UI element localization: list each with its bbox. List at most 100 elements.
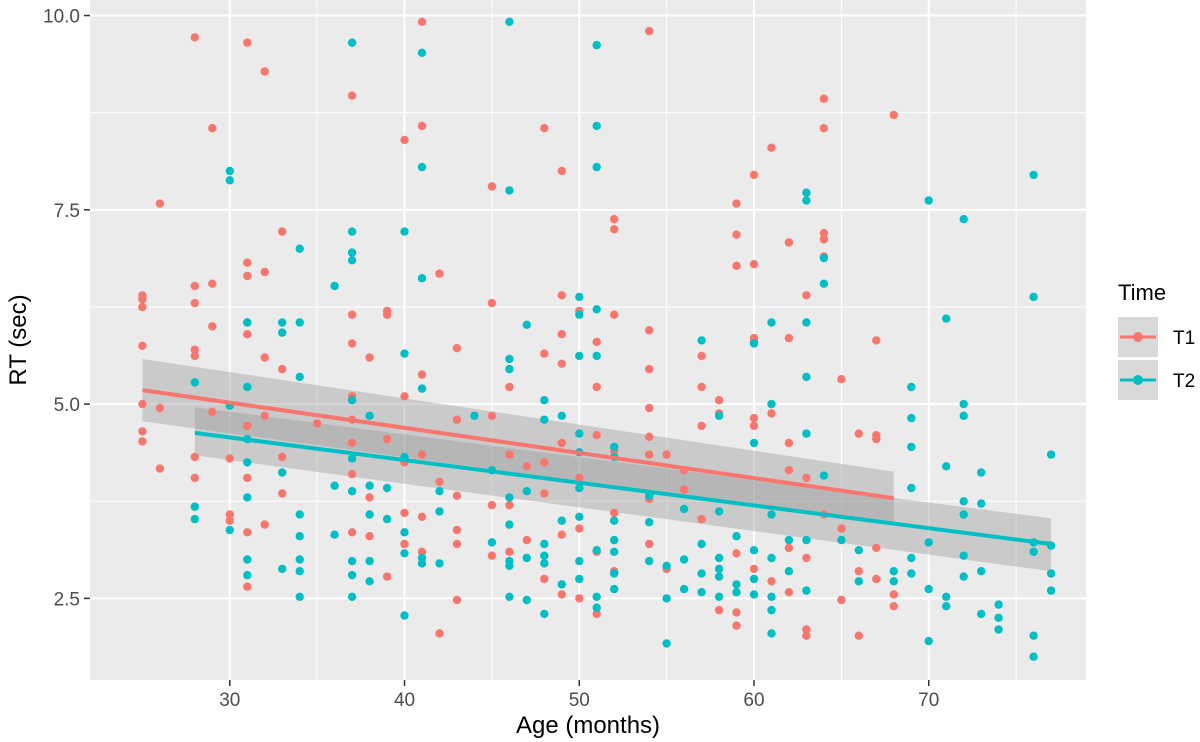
point-t1 bbox=[540, 574, 549, 584]
point-t1 bbox=[138, 427, 147, 436]
point-t2 bbox=[697, 569, 706, 578]
point-t2 bbox=[487, 538, 497, 547]
point-t2 bbox=[592, 546, 601, 555]
point-t2 bbox=[575, 574, 584, 584]
point-t1 bbox=[697, 351, 706, 361]
point-t2 bbox=[749, 574, 759, 584]
x-tick-label: 40 bbox=[394, 690, 415, 711]
point-t2 bbox=[1029, 652, 1038, 661]
point-t2 bbox=[225, 525, 234, 535]
point-t2 bbox=[417, 162, 427, 172]
point-t2 bbox=[959, 411, 968, 420]
point-t2 bbox=[802, 535, 811, 545]
point-t2 bbox=[347, 592, 357, 601]
point-t1 bbox=[347, 528, 357, 537]
point-t2 bbox=[435, 487, 444, 496]
x-axis-ticks: 30 40 50 60 70 bbox=[219, 680, 939, 711]
point-t1 bbox=[819, 94, 829, 103]
point-t2 bbox=[1046, 586, 1056, 595]
point-t2 bbox=[243, 382, 252, 392]
point-t2 bbox=[942, 592, 951, 601]
point-t1 bbox=[837, 595, 846, 605]
point-t1 bbox=[575, 594, 584, 603]
point-t1 bbox=[278, 489, 287, 498]
point-t2 bbox=[907, 569, 916, 578]
point-t1 bbox=[487, 500, 497, 510]
point-t2 bbox=[1046, 450, 1056, 459]
legend-label-t2: T2 bbox=[1173, 371, 1195, 392]
point-t2 bbox=[977, 567, 986, 576]
point-t1 bbox=[243, 330, 252, 339]
point-t2 bbox=[470, 411, 479, 420]
point-t1 bbox=[452, 525, 462, 535]
point-t1 bbox=[260, 353, 269, 362]
point-t2 bbox=[767, 592, 776, 601]
point-t1 bbox=[557, 291, 566, 300]
point-t2 bbox=[714, 564, 724, 574]
point-t2 bbox=[347, 38, 357, 47]
point-t2 bbox=[540, 551, 549, 560]
point-t2 bbox=[802, 188, 811, 197]
point-t1 bbox=[138, 341, 147, 350]
point-t2 bbox=[679, 555, 689, 564]
point-t2 bbox=[959, 510, 968, 519]
point-t1 bbox=[382, 310, 392, 319]
data-points bbox=[138, 17, 1056, 661]
point-t2 bbox=[732, 580, 741, 589]
point-t1 bbox=[645, 432, 654, 441]
point-t2 bbox=[243, 493, 252, 502]
point-t2 bbox=[400, 227, 409, 236]
point-t1 bbox=[505, 450, 514, 459]
point-t1 bbox=[190, 452, 199, 462]
point-t2 bbox=[347, 556, 357, 566]
point-t1 bbox=[243, 38, 252, 47]
point-t1 bbox=[645, 326, 654, 335]
point-t1 bbox=[487, 298, 497, 308]
point-t1 bbox=[522, 535, 531, 545]
point-t1 bbox=[610, 215, 619, 224]
point-t1 bbox=[208, 407, 217, 417]
point-t1 bbox=[645, 364, 654, 374]
point-t2 bbox=[540, 539, 549, 549]
point-t2 bbox=[295, 555, 304, 564]
point-t2 bbox=[330, 281, 339, 291]
point-t1 bbox=[400, 392, 409, 401]
point-t1 bbox=[400, 135, 409, 145]
point-t1 bbox=[452, 415, 462, 424]
legend-point-t1 bbox=[1133, 332, 1143, 342]
point-t1 bbox=[872, 434, 881, 444]
point-t1 bbox=[592, 431, 601, 440]
point-t2 bbox=[942, 602, 951, 611]
point-t1 bbox=[872, 336, 881, 345]
point-t1 bbox=[854, 631, 863, 640]
point-t1 bbox=[243, 473, 252, 483]
point-t1 bbox=[400, 508, 409, 518]
point-t2 bbox=[610, 535, 619, 545]
grid-major bbox=[90, 0, 1086, 680]
point-t1 bbox=[243, 271, 252, 281]
point-t2 bbox=[435, 559, 444, 568]
point-t2 bbox=[802, 196, 811, 205]
point-t1 bbox=[190, 351, 199, 361]
point-t1 bbox=[190, 33, 199, 42]
point-t2 bbox=[924, 636, 933, 646]
point-t2 bbox=[610, 442, 619, 452]
point-t2 bbox=[749, 438, 759, 448]
point-t1 bbox=[260, 267, 269, 277]
point-t1 bbox=[505, 547, 514, 556]
ci-band-t1 bbox=[142, 359, 894, 525]
point-t2 bbox=[767, 399, 776, 409]
point-t1 bbox=[208, 322, 217, 331]
point-t1 bbox=[208, 124, 217, 133]
point-t2 bbox=[592, 121, 601, 131]
point-t1 bbox=[278, 364, 287, 374]
point-t1 bbox=[190, 473, 199, 483]
point-t2 bbox=[942, 314, 951, 323]
point-t2 bbox=[662, 594, 671, 603]
point-t2 bbox=[557, 516, 566, 525]
point-t1 bbox=[452, 491, 462, 500]
point-t1 bbox=[260, 520, 269, 529]
point-t2 bbox=[767, 553, 776, 563]
point-t1 bbox=[784, 238, 794, 247]
point-t2 bbox=[575, 351, 584, 361]
